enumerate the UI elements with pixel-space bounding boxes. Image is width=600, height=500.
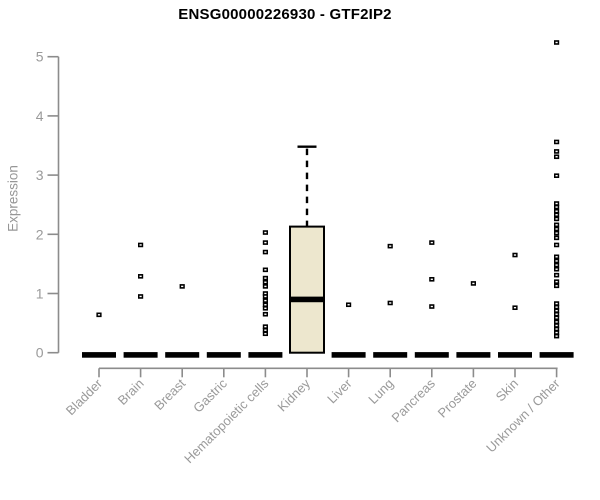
median-bar-breast [165,352,200,358]
outlier-point-center [555,232,558,234]
outlier-point-center [555,256,558,258]
outlier-point-center [264,281,267,283]
outlier-point-center [513,307,517,309]
outlier-point-center [264,299,267,302]
outlier-point-center [513,254,517,256]
outlier-point-center [555,331,558,334]
outlier-point-center [97,314,101,316]
outlier-point-center [555,317,558,319]
median-bar-bladder [82,352,116,358]
outlier-point-center [555,306,558,308]
outlier-point-center [264,251,267,253]
y-tick-label: 2 [36,226,44,242]
x-tick-label-liver: Liver [324,375,355,406]
outlier-point-center [555,302,558,305]
median-bar-lung [373,352,408,358]
outlier-point-center [430,241,433,244]
outlier-point-center [264,313,267,315]
outlier-point-center [555,244,558,246]
outlier-point-center [264,285,267,288]
outlier-point-center [472,282,475,285]
outlier-point-center [555,328,558,330]
outlier-point-center [264,241,267,244]
x-tick-label-kidney: Kidney [274,375,313,414]
outlier-point-center [264,269,267,271]
x-tick-label-breast: Breast [151,376,188,413]
x-tick-label-gastric: Gastric [190,375,230,415]
x-tick-label-skin: Skin [493,376,521,404]
outlier-point-center [347,304,350,306]
outlier-point-center [264,292,267,295]
outlier-point-center [555,206,558,208]
outlier-point-center [555,324,558,327]
outlier-point-center [264,307,267,309]
outlier-point-center [264,304,267,306]
x-tick-label-unknown-other: Unknown / Other [483,375,563,455]
x-tick-label-bladder: Bladder [63,375,106,418]
outlier-point-center [555,228,558,230]
outlier-point-center [555,321,558,323]
outlier-point-center [555,214,558,216]
median-bar-pancreas [414,352,449,358]
outlier-point-center [555,268,558,270]
outlier-point-center [264,277,267,279]
median-bar-skin [498,352,532,358]
outlier-point-center [264,295,267,298]
x-tick-label-lung: Lung [365,376,396,407]
outlier-point-center [139,244,142,246]
outlier-point-center [555,141,558,143]
outlier-point-center [264,329,267,331]
outlier-point-center [555,313,558,315]
x-tick-label-brain: Brain [115,376,147,408]
outlier-point-center [139,295,142,298]
outlier-point-center [555,335,558,337]
outlier-point-center [264,325,267,328]
outlier-point-center [139,275,142,278]
outlier-point-center [555,285,558,287]
median-bar-hematopoietic-cells [248,352,283,358]
outlier-point-center [555,218,558,220]
outlier-point-center [430,305,433,308]
outlier-point-center [264,231,267,234]
outlier-point-center [181,285,184,288]
outlier-point-center [555,41,558,44]
x-tick-label-pancreas: Pancreas [388,375,438,425]
median-bar-gastric [206,352,241,358]
median-bar-liver [331,352,366,358]
outlier-point-center [555,274,558,276]
outlier-point-center [389,245,392,247]
x-tick-label-prostate: Prostate [435,376,480,421]
outlier-point-center [430,278,433,280]
box-kidney [289,225,325,354]
y-tick-label: 4 [36,108,44,124]
y-tick-label: 3 [36,167,44,183]
chart-title: ENSG00000226930 - GTF2IP2 [178,6,392,23]
outlier-point-center [555,309,558,312]
outlier-point-center [555,150,558,153]
outlier-point-center [555,156,558,158]
y-tick-label: 1 [36,286,44,302]
median-bar-kidney [290,296,324,303]
outlier-point-center [555,280,558,283]
outlier-point-center [555,260,558,262]
y-tick-label: 5 [36,49,44,65]
outlier-point-center [264,333,267,335]
median-bar-unknown-other [539,352,574,358]
outlier-point-center [555,202,558,205]
outlier-point-center [555,237,558,239]
y-tick-label: 0 [36,345,44,361]
outlier-point-center [555,224,558,226]
median-bar-prostate [456,352,491,358]
outlier-point-center [555,174,558,177]
outlier-point-center [389,302,392,304]
outlier-point-center [555,264,558,266]
median-bar-brain [123,352,158,358]
outlier-point-center [555,210,558,212]
